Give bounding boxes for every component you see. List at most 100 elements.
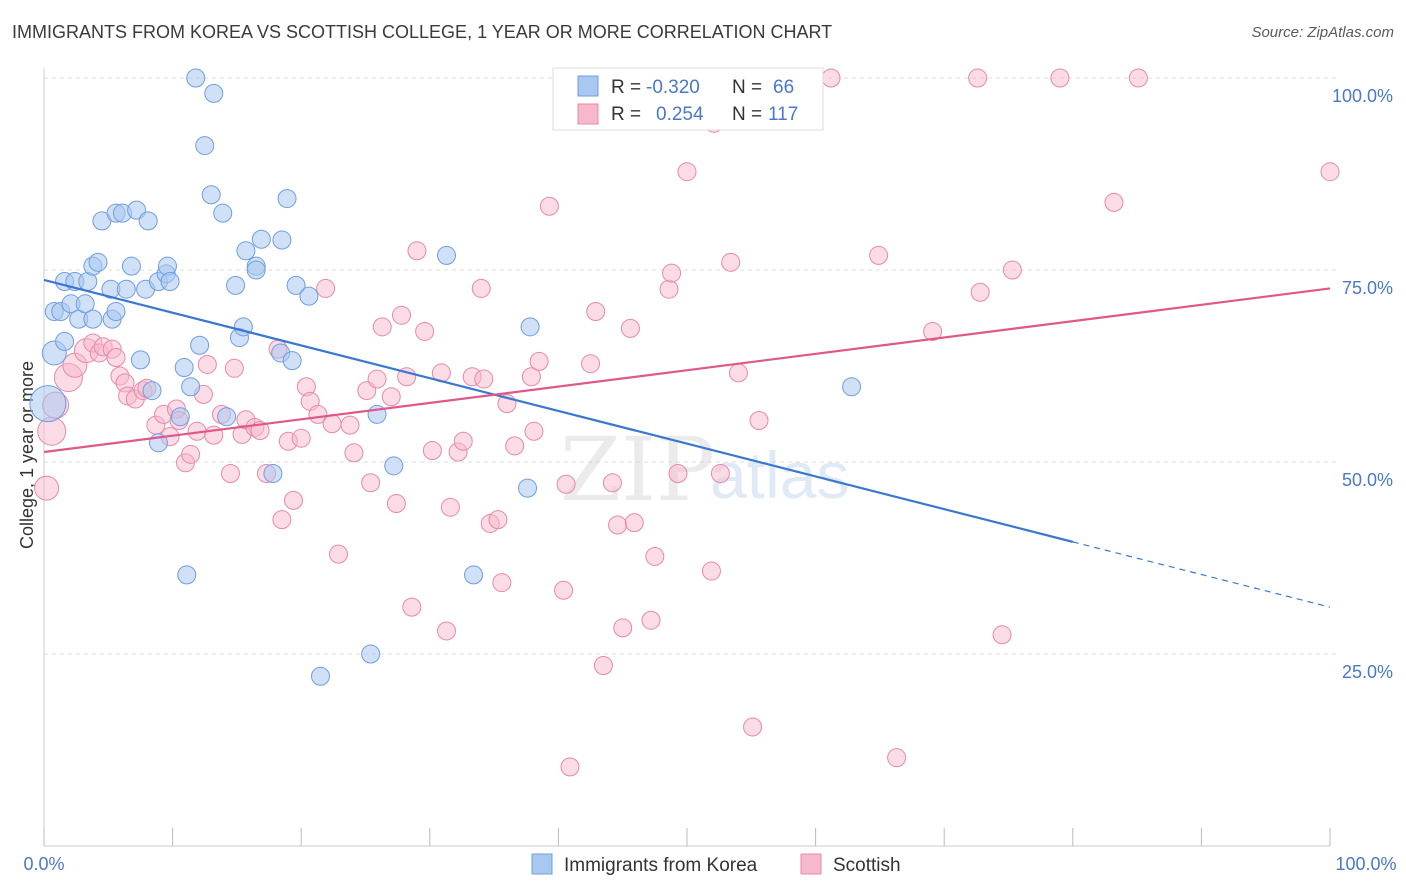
scottish-point-57: [402, 597, 422, 617]
scottish-point-58: [407, 241, 427, 261]
korea-point-40: [204, 83, 224, 103]
bottom-legend-label-korea: Immigrants from Korea: [564, 855, 758, 876]
y-tick-label-0: 100.0%: [1332, 86, 1393, 106]
korea-point-46: [236, 241, 256, 261]
scottish-point-68: [474, 369, 494, 389]
scottish-point-76: [529, 351, 549, 371]
scottish-point-43: [308, 404, 328, 424]
korea-point-33: [174, 358, 194, 378]
korea-trend-extension: [1072, 541, 1331, 608]
korea-point-52: [272, 230, 292, 250]
korea-point-55: [286, 275, 306, 295]
x-tick-label-max: 100.0%: [1335, 854, 1396, 874]
scottish-point-44: [316, 278, 336, 298]
scottish-point-53: [381, 387, 401, 407]
korea-point-60: [384, 456, 404, 476]
source-credit: Source: ZipAtlas.com: [1251, 24, 1394, 41]
x-axis-ticks: [43, 828, 1331, 846]
scottish-point-65: [453, 431, 473, 451]
y-tick-label-2: 50.0%: [1342, 470, 1393, 490]
y-tick-label-3: 25.0%: [1342, 662, 1393, 682]
korea-point-56: [299, 286, 319, 306]
korea-point-61: [437, 245, 457, 265]
korea-point-64: [520, 317, 540, 337]
korea-point-26: [142, 381, 162, 401]
korea-point-13: [88, 252, 108, 272]
scottish-point-91: [645, 546, 665, 566]
scottish-point-107: [923, 321, 943, 341]
x-tick-label-min: 0.0%: [23, 854, 64, 874]
scottish-point-10: [106, 348, 126, 368]
scottish-point-83: [586, 301, 606, 321]
scottish-point-29: [220, 464, 240, 484]
korea-point-11: [83, 309, 103, 329]
korea-point-65: [842, 377, 862, 397]
legend-n-value-korea: 66: [773, 77, 794, 98]
korea-point-58: [361, 644, 381, 664]
korea-point-23: [130, 350, 150, 370]
scottish-point-105: [869, 245, 889, 265]
y-axis-label: College, 1 year or more: [17, 361, 37, 549]
scottish-point-115: [1320, 162, 1340, 182]
scottish-point-71: [492, 573, 512, 593]
korea-point-62: [464, 565, 484, 585]
korea-point-21: [121, 256, 141, 276]
scottish-point-87: [613, 618, 633, 638]
korea-point-0: [29, 385, 67, 423]
scottish-point-78: [554, 580, 574, 600]
y-axis-tick-labels: 100.0% 75.0% 50.0% 25.0%: [1332, 86, 1393, 682]
korea-point-41: [213, 203, 233, 223]
series-scottish-points: [34, 68, 1340, 777]
scottish-point-79: [556, 474, 576, 494]
scottish-point-37: [272, 510, 292, 530]
korea-point-54: [282, 351, 302, 371]
scottish-point-100: [728, 363, 748, 383]
scottish-point-39: [283, 490, 303, 510]
scottish-point-54: [386, 493, 406, 513]
scottish-point-111: [1002, 260, 1022, 280]
scottish-point-67: [471, 278, 491, 298]
scottish-point-75: [524, 421, 544, 441]
legend-r-value-scottish: 0.254: [656, 104, 704, 125]
korea-point-34: [177, 565, 197, 585]
bottom-legend-swatch-scottish: [800, 853, 822, 875]
scottish-point-59: [415, 321, 435, 341]
korea-point-32: [170, 407, 190, 427]
legend-swatch-scottish: [577, 103, 599, 125]
korea-point-35: [181, 377, 201, 397]
scottish-point-40: [291, 428, 311, 448]
scottish-point-52: [372, 317, 392, 337]
scottish-point-74: [521, 367, 541, 387]
scottish-point-109: [970, 282, 990, 302]
bottom-legend-swatch-korea: [531, 853, 553, 875]
legend-r-label-korea: R =: [611, 77, 641, 98]
scottish-point-99: [721, 252, 741, 272]
korea-point-49: [251, 229, 271, 249]
scottish-point-84: [593, 656, 613, 676]
scottish-point-110: [992, 625, 1012, 645]
legend-r-value-korea: -0.320: [646, 77, 700, 98]
scottish-point-60: [422, 440, 442, 460]
scottish-point-55: [392, 305, 412, 325]
scottish-point-113: [1104, 192, 1124, 212]
watermark-atlas: atlas: [710, 438, 849, 512]
korea-point-63: [518, 478, 538, 498]
scottish-point-30: [224, 358, 244, 378]
scottish-point-90: [641, 610, 661, 630]
scottish-point-51: [367, 369, 387, 389]
korea-point-39: [201, 185, 221, 205]
scottish-point-104: [821, 68, 841, 88]
scottish-point-26: [197, 354, 217, 374]
scottish-trend-line: [43, 287, 1331, 454]
trend-lines: [43, 278, 1331, 608]
korea-point-31: [160, 272, 180, 292]
scottish-point-89: [624, 513, 644, 533]
y-tick-label-1: 75.0%: [1342, 278, 1393, 298]
scottish-point-93: [662, 263, 682, 283]
scottish-point-94: [668, 464, 688, 484]
chart-title: IMMIGRANTS FROM KOREA VS SCOTTISH COLLEG…: [12, 22, 833, 42]
bottom-legend: Immigrants from Korea Scottish: [531, 853, 901, 876]
scottish-point-73: [505, 436, 525, 456]
scottish-point-96: [701, 561, 721, 581]
scottish-point-108: [968, 68, 988, 88]
